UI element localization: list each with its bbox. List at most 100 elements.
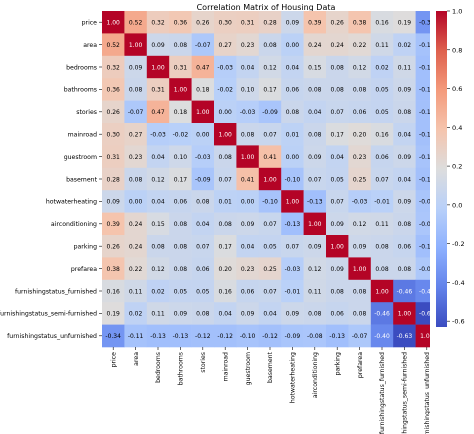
heatmap-cell xyxy=(236,190,260,213)
cell-value-label: 0.36 xyxy=(174,20,188,27)
cell-value-label: 0.08 xyxy=(398,109,412,116)
heatmap-cell xyxy=(124,279,148,303)
heatmap-cell xyxy=(326,279,349,303)
cell-value-label: 0.38 xyxy=(353,20,367,27)
cell-value-label: 0.31 xyxy=(174,64,188,71)
cell-value-label: 0.08 xyxy=(331,288,345,295)
cell-value-label: 0.02 xyxy=(129,311,143,318)
heatmap-cell xyxy=(169,123,192,146)
cell-value-label: -0.03 xyxy=(195,154,211,161)
cell-value-label: 0.06 xyxy=(375,154,389,161)
cell-value-label: 0.09 xyxy=(308,154,322,161)
y-tick-label: furnishingstatus_semi-furnished xyxy=(0,311,97,318)
cell-value-label: 0.20 xyxy=(353,132,367,139)
heatmap-cell xyxy=(169,235,192,258)
cell-value-label: 0.09 xyxy=(107,199,121,206)
cell-value-label: 0.05 xyxy=(263,244,277,251)
colorbar-tick-label: 0.6 xyxy=(452,85,462,93)
heatmap-cell xyxy=(303,11,327,34)
cell-value-label: 0.18 xyxy=(174,109,188,116)
cell-value-label: 0.05 xyxy=(331,176,345,183)
heatmap-cell xyxy=(258,100,282,124)
heatmap-cell xyxy=(303,190,327,213)
cell-value-label: -0.03 xyxy=(217,64,233,71)
heatmap-cell xyxy=(258,11,282,34)
cell-value-label: -0.13 xyxy=(307,199,323,206)
heatmap-cell xyxy=(303,55,327,79)
heatmap-cell xyxy=(169,55,192,79)
heatmap-cell xyxy=(236,145,260,169)
chart-title: Correlation Matrix of Housing Data xyxy=(196,3,336,12)
x-tick-label: bathrooms xyxy=(178,352,185,385)
heatmap-cell xyxy=(236,257,260,281)
heatmap-cell xyxy=(236,11,260,34)
y-tick-label: airconditioning xyxy=(51,221,97,228)
cell-value-label: 0.05 xyxy=(375,87,389,94)
heatmap-cell xyxy=(124,145,148,169)
heatmap-cell xyxy=(146,257,170,281)
cell-value-label: 0.12 xyxy=(308,266,322,273)
y-tick-label: hotwaterheating xyxy=(46,199,97,206)
cell-value-label: 0.10 xyxy=(241,87,255,94)
y-tick-label: price xyxy=(82,20,98,27)
heatmap-cell xyxy=(124,123,148,146)
heatmap-cell xyxy=(303,100,327,124)
cell-value-label: -0.09 xyxy=(285,333,301,340)
cell-value-label: -0.12 xyxy=(217,333,233,340)
cell-value-label: 0.12 xyxy=(151,176,165,183)
heatmap-cell xyxy=(326,302,349,325)
heatmap-cell xyxy=(348,123,372,146)
heatmap-cell xyxy=(258,279,282,303)
cell-value-label: 0.39 xyxy=(308,20,322,27)
cell-value-label: 0.11 xyxy=(308,288,322,295)
heatmap-cell xyxy=(236,55,260,79)
cell-value-label: 0.09 xyxy=(353,244,367,251)
cell-value-label: 0.01 xyxy=(286,132,300,139)
cell-value-label: 0.04 xyxy=(308,109,322,116)
heatmap-cell xyxy=(370,324,394,348)
x-tick-label: guestroom xyxy=(245,352,252,385)
cell-value-label: -0.10 xyxy=(285,176,301,183)
heatmap-cell xyxy=(370,11,394,34)
heatmap-cell xyxy=(191,78,215,101)
heatmap-cell xyxy=(258,55,282,79)
cell-value-label: -0.07 xyxy=(195,42,211,49)
heatmap-cell xyxy=(258,302,282,325)
heatmap-cell xyxy=(303,235,327,258)
heatmap-cell xyxy=(303,257,327,281)
heatmap-cell xyxy=(348,235,372,258)
cell-value-label: 0.07 xyxy=(331,199,345,206)
cell-value-label: -0.46 xyxy=(397,288,413,295)
cell-value-label: 0.09 xyxy=(331,221,345,228)
heatmap-cell xyxy=(214,123,237,146)
heatmap-cell xyxy=(393,190,416,213)
heatmap-cell xyxy=(370,33,394,57)
cell-value-label: 0.25 xyxy=(353,176,367,183)
cell-value-label: 0.08 xyxy=(174,244,188,251)
heatmap-cell xyxy=(191,33,215,57)
heatmap-cell xyxy=(281,167,304,191)
cell-value-label: -0.02 xyxy=(173,132,189,139)
heatmap-cell xyxy=(146,123,170,146)
cell-value-label: 0.07 xyxy=(219,176,233,183)
cell-value-label: -0.09 xyxy=(262,109,278,116)
y-tick-label: bathrooms xyxy=(64,87,97,94)
heatmap-cell xyxy=(393,78,416,101)
cell-value-label: 0.08 xyxy=(196,199,210,206)
colorbar-tick-label: 1.0 xyxy=(452,8,462,16)
heatmap-cell xyxy=(146,100,170,124)
cell-value-label: 0.11 xyxy=(151,311,165,318)
heatmap-cell xyxy=(169,324,192,348)
cell-value-label: 0.31 xyxy=(241,20,255,27)
heatmap-cell xyxy=(146,167,170,191)
x-tick-label: furnishingstatus_unfurnished xyxy=(424,352,430,434)
colorbar-tick-label: 0.2 xyxy=(452,163,462,171)
x-tick-label: basement xyxy=(267,351,274,383)
cell-value-label: 0.08 xyxy=(353,87,367,94)
cell-value-label: 0.28 xyxy=(263,20,277,27)
heatmap-cell xyxy=(236,324,260,348)
cell-value-label: 0.17 xyxy=(263,87,277,94)
heatmap-cell xyxy=(214,257,237,281)
cell-value-label: 0.08 xyxy=(331,64,345,71)
heatmap-cell xyxy=(102,123,125,146)
